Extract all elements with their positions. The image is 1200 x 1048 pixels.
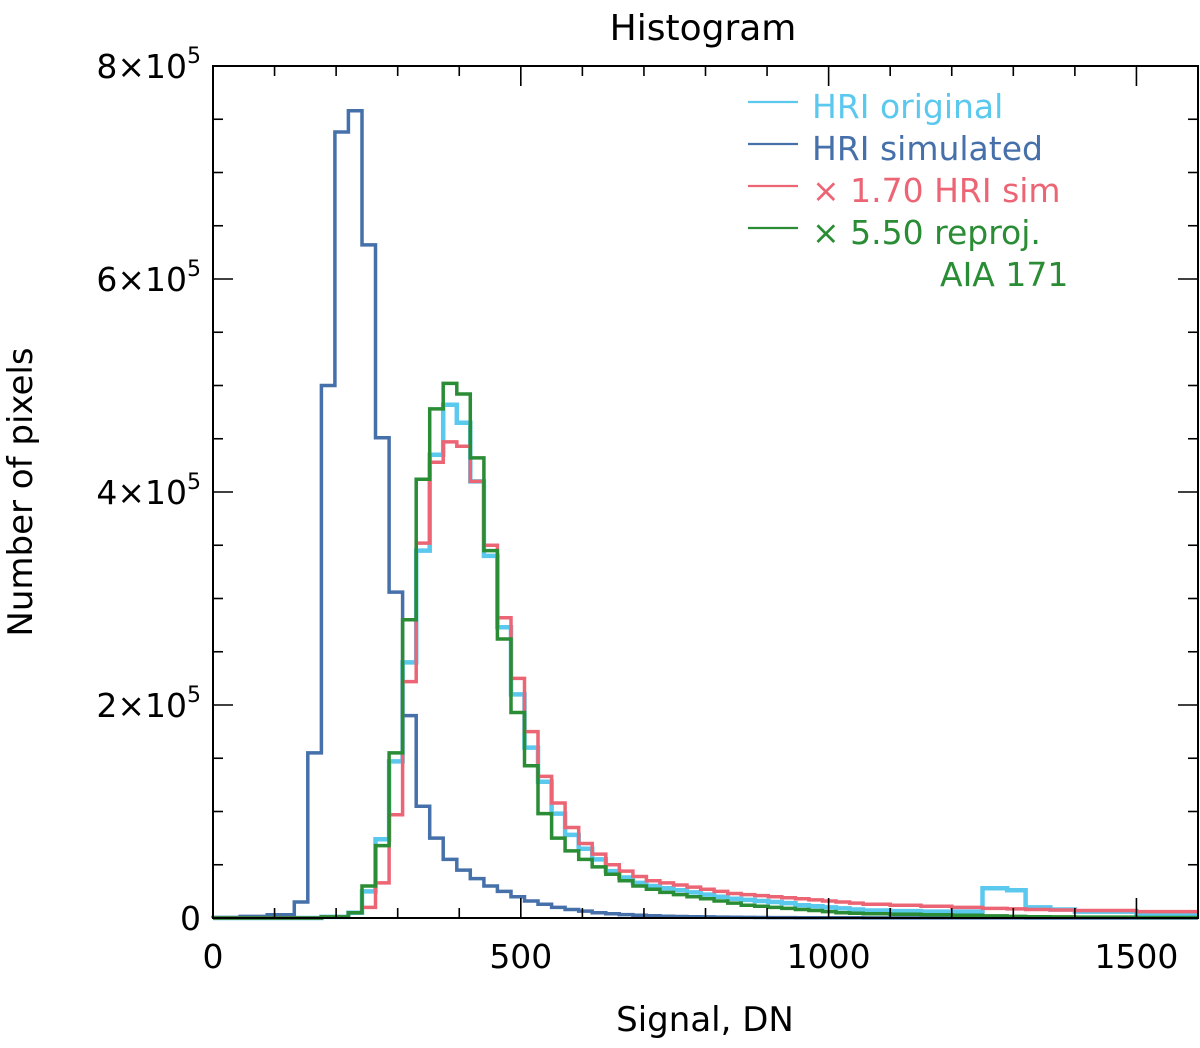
series-5-50-reproj-aia-171 <box>213 381 1198 920</box>
x-tick-label: 1000 <box>787 937 871 976</box>
x-tick-labels: 0 500 1000 1500 <box>203 937 1179 976</box>
y-tick-exponent: 5 <box>187 44 201 69</box>
y-axis-label: Number of pixels <box>1 347 41 636</box>
series-hri-original <box>213 402 1198 921</box>
x-tick-label: 1500 <box>1094 937 1178 976</box>
y-tick-exponent: 5 <box>187 257 201 282</box>
y-tick-label: 4×105 <box>96 470 201 512</box>
legend-label: HRI original <box>812 87 1003 126</box>
series-hri-simulated <box>211 108 1198 920</box>
y-tick-label: 8×105 <box>96 44 201 86</box>
x-tick-label: 500 <box>489 937 552 976</box>
y-tick-label: 0 <box>180 899 201 938</box>
axis-ticks <box>212 65 1199 919</box>
x-tick-label: 0 <box>203 937 224 976</box>
x-axis-label: Signal, DN <box>616 1000 794 1040</box>
y-tick-exponent: 5 <box>187 683 201 708</box>
y-tick-base: 4×10 <box>96 473 187 512</box>
y-tick-label: 2×105 <box>96 683 201 725</box>
y-tick-base: 8×10 <box>96 47 187 86</box>
y-tick-base: 0 <box>180 899 201 938</box>
series-1-70-hri-sim <box>213 440 1198 920</box>
legend-label-continued: AIA 171 <box>940 255 1068 294</box>
legend-label: × 1.70 HRI sim <box>812 171 1061 210</box>
legend-label: HRI simulated <box>812 129 1043 168</box>
y-tick-exponent: 5 <box>187 470 201 495</box>
series-layer <box>211 108 1198 921</box>
legend-label: × 5.50 reproj. <box>812 213 1041 252</box>
y-tick-base: 2×10 <box>96 686 187 725</box>
y-tick-label: 6×105 <box>96 257 201 299</box>
y-tick-base: 6×10 <box>96 260 187 299</box>
chart-title: Histogram <box>610 8 797 49</box>
